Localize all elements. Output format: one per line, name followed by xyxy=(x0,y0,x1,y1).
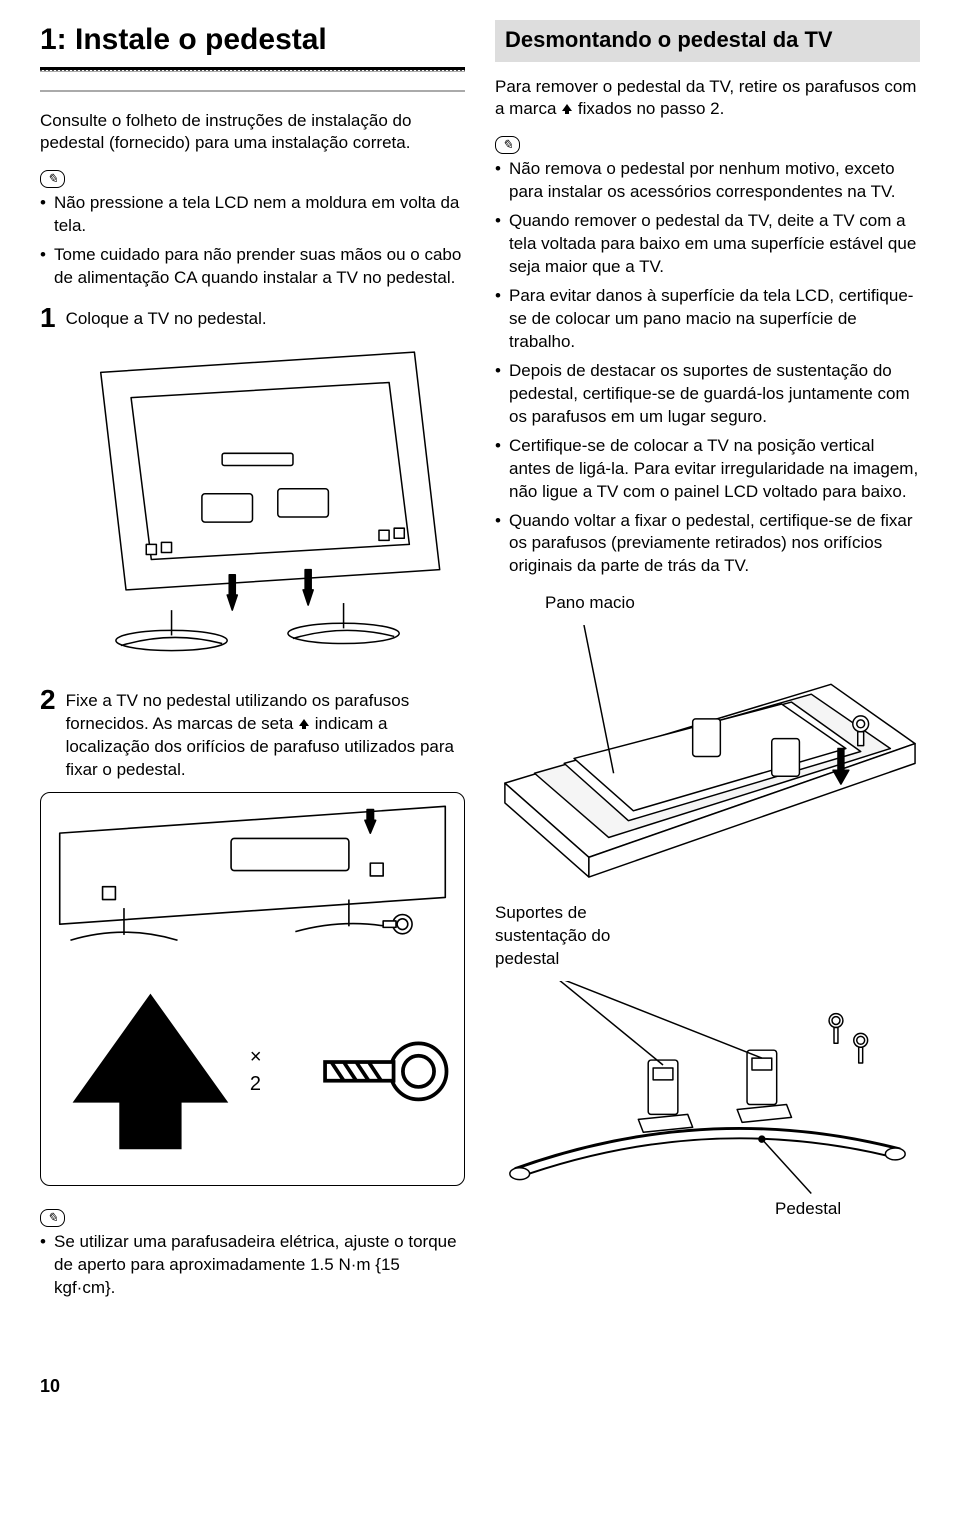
right-intro-b: fixados no passo 2. xyxy=(573,99,724,118)
note-item: Para evitar danos à superfície da tela L… xyxy=(495,285,920,354)
up-arrow-icon xyxy=(57,978,244,1165)
up-arrow-icon xyxy=(561,103,573,115)
notes-list-2: Se utilizar uma parafusadeira elétrica, … xyxy=(40,1231,465,1300)
title-rule xyxy=(40,67,465,72)
step-text: Fixe a TV no pedestal utilizando os para… xyxy=(66,686,465,782)
page-number: 10 xyxy=(40,1374,920,1398)
title-rule-light xyxy=(40,90,465,92)
note-icon: ✎ xyxy=(40,170,65,188)
step-2: 2 Fixe a TV no pedestal utilizando os pa… xyxy=(40,686,465,782)
note-item: Não remova o pedestal por nenhum motivo,… xyxy=(495,158,920,204)
note-item: Depois de destacar os suportes de susten… xyxy=(495,360,920,429)
illustration-screw-closeup: × 2 xyxy=(40,792,465,1186)
step-text: Coloque a TV no pedestal. xyxy=(66,304,465,331)
page-title: 1: Instale o pedestal xyxy=(40,20,465,61)
screw-count-text: × 2 xyxy=(250,1044,263,1098)
step-number: 1 xyxy=(40,304,56,332)
step-1: 1 Coloque a TV no pedestal. xyxy=(40,304,465,332)
screw-count: × 2 xyxy=(57,978,456,1165)
label-pedestal: Pedestal xyxy=(775,1198,920,1221)
screw-icon xyxy=(269,1034,456,1109)
up-arrow-icon xyxy=(298,718,310,730)
illustration-tv-facedown xyxy=(495,625,920,882)
note-item: Tome cuidado para não prender suas mãos … xyxy=(40,244,465,290)
note-item: Se utilizar uma parafusadeira elétrica, … xyxy=(40,1231,465,1300)
side-heading: Desmontando o pedestal da TV xyxy=(505,26,910,54)
note-item: Certifique-se de colocar a TV na posição… xyxy=(495,435,920,504)
label-suportes: Suportes de sustentação do pedestal xyxy=(495,902,655,971)
step-number: 2 xyxy=(40,686,56,714)
side-heading-box: Desmontando o pedestal da TV xyxy=(495,20,920,62)
note-item: Não pressione a tela LCD nem a moldura e… xyxy=(40,192,465,238)
note-icon: ✎ xyxy=(495,136,520,154)
note-item: Quando voltar a fixar o pedestal, certif… xyxy=(495,510,920,579)
note-icon: ✎ xyxy=(40,1209,65,1227)
label-pano-macio: Pano macio xyxy=(545,592,920,615)
illustration-tv-on-pedestal xyxy=(40,342,465,666)
note-item: Quando remover o pedestal da TV, deite a… xyxy=(495,210,920,279)
intro-paragraph: Consulte o folheto de instruções de inst… xyxy=(40,110,465,156)
illustration-pedestal-parts xyxy=(495,981,920,1208)
right-notes-list: Não remova o pedestal por nenhum motivo,… xyxy=(495,158,920,578)
right-intro: Para remover o pedestal da TV, retire os… xyxy=(495,76,920,122)
notes-list-1: Não pressione a tela LCD nem a moldura e… xyxy=(40,192,465,290)
